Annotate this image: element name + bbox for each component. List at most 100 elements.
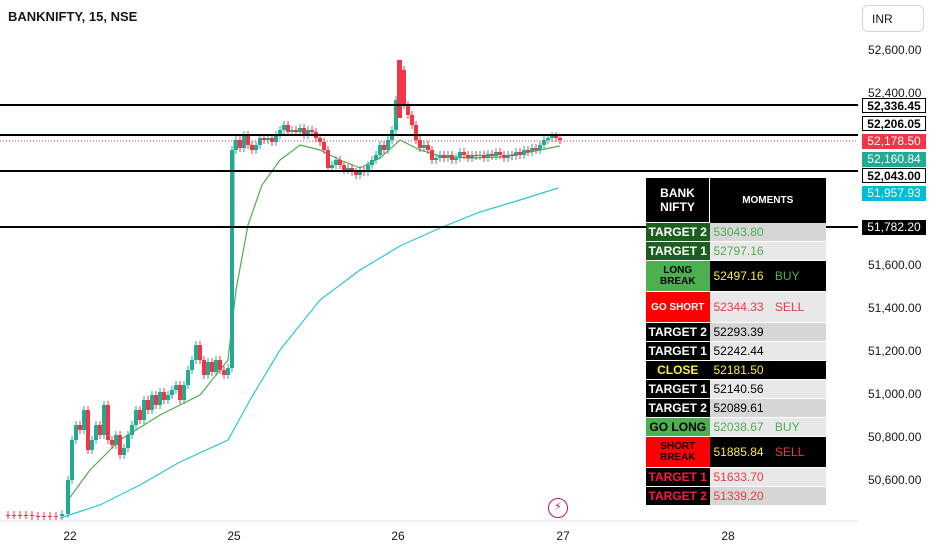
y-tick-label: 51,400.00 [868, 301, 922, 315]
table-header-left: BANK NIFTY [646, 178, 710, 223]
x-tick-label: 25 [227, 529, 241, 543]
candle-body [422, 145, 426, 148]
candle-body [518, 152, 522, 155]
candle-body [246, 135, 250, 145]
candle-body [18, 515, 22, 516]
candle-body [386, 140, 390, 150]
candle-body [66, 480, 70, 514]
candle-body [254, 145, 258, 150]
row-value: 52140.56 [713, 382, 764, 396]
candle-body [282, 125, 286, 130]
lightning-icon[interactable]: ⚡ [548, 498, 568, 518]
row-signal: BUY [771, 420, 800, 434]
candle-body [174, 385, 178, 390]
candle-body [498, 152, 502, 155]
slow-moving-average [59, 187, 559, 519]
candles [6, 60, 562, 520]
candle-body [226, 368, 230, 375]
candle-body [270, 138, 274, 142]
candle-body [206, 362, 210, 375]
candle-body [514, 152, 518, 156]
symbol-title[interactable]: BANKNIFTY, 15, NSE [8, 9, 138, 24]
candle-body [24, 515, 28, 516]
candle-body [358, 170, 362, 175]
candle-body [462, 152, 466, 155]
candle-body [210, 362, 214, 372]
table-row: SHORT BREAK 51885.84 SELL [646, 436, 826, 468]
candle-body [274, 135, 278, 142]
candle-body [418, 140, 422, 148]
candle-body [558, 138, 562, 140]
candle-body [250, 145, 254, 150]
candle-body [90, 440, 94, 450]
row-value: 51885.84 [713, 445, 764, 459]
candle-body [366, 165, 370, 172]
candle-body [12, 515, 16, 516]
candle-body [94, 425, 98, 440]
candle-body [338, 160, 342, 165]
row-value: 52293.39 [713, 325, 764, 339]
candle-body [222, 370, 226, 375]
table-row: TARGET 1 52140.56 [646, 379, 826, 399]
candle-body [74, 425, 78, 440]
fast-moving-average [67, 139, 561, 501]
candle-body [534, 148, 538, 150]
candle-body [130, 425, 134, 435]
y-tick-label: 52,600.00 [868, 43, 922, 57]
candle-body [430, 150, 434, 160]
candle-body [502, 155, 506, 158]
y-tick-label: 50,800.00 [868, 430, 922, 444]
candle-body [154, 395, 158, 405]
candle-body [458, 152, 462, 158]
candle-body [486, 154, 490, 158]
row-label: TARGET 2 [646, 322, 710, 342]
x-tick-label: 26 [391, 529, 405, 543]
candle-body [438, 155, 442, 158]
candle-body [442, 155, 446, 158]
candle-body [494, 152, 498, 156]
row-value-cell: 51885.84 SELL [709, 436, 826, 468]
candle-body [134, 410, 138, 425]
candle-body [446, 155, 450, 158]
currency-button[interactable]: INR [862, 5, 924, 32]
candle-body [554, 136, 558, 138]
candle-body [218, 360, 222, 370]
candle-body [538, 145, 542, 150]
candle-body [290, 130, 294, 132]
axes: 22 25 26 27 28 52,600.00 52,400.00 51,600.00 51,… [0, 43, 922, 543]
candle-body [214, 360, 218, 372]
candle-body [138, 410, 142, 420]
candle-body [318, 138, 322, 142]
candle-body [98, 425, 102, 435]
x-tick-label: 27 [556, 529, 570, 543]
candle-body [262, 138, 266, 140]
row-value-cell: 52242.44 [709, 341, 826, 361]
candle-body [374, 155, 378, 160]
row-value-cell: 52089.61 [709, 398, 826, 418]
row-value-cell: 52344.33 SELL [709, 291, 826, 323]
candle-body [170, 390, 174, 395]
row-value-cell: 52797.16 [709, 241, 826, 261]
x-tick-label: 22 [63, 529, 77, 543]
row-value: 51339.20 [713, 489, 764, 503]
candle-body [190, 360, 194, 370]
candle-body [410, 115, 414, 125]
candle-body [146, 400, 150, 410]
candle-body [310, 130, 314, 132]
row-label: TARGET 1 [646, 379, 710, 399]
candle-body [542, 140, 546, 145]
candle-body [302, 128, 306, 135]
candle-body [186, 370, 190, 385]
candle-body [126, 435, 130, 448]
row-signal: SELL [771, 300, 805, 314]
table-header-row: BANK NIFTY MOMENTS [646, 178, 826, 223]
y-tick-label: 50,600.00 [868, 473, 922, 487]
candle-body [522, 150, 526, 155]
row-value-cell: 53043.80 [709, 222, 826, 242]
candle-body [506, 155, 510, 158]
row-label: TARGET 2 [646, 398, 710, 418]
fast-ma-badge: 52,160.84 [862, 152, 926, 167]
row-label: GO LONG [646, 417, 710, 437]
candle-body [278, 130, 282, 135]
